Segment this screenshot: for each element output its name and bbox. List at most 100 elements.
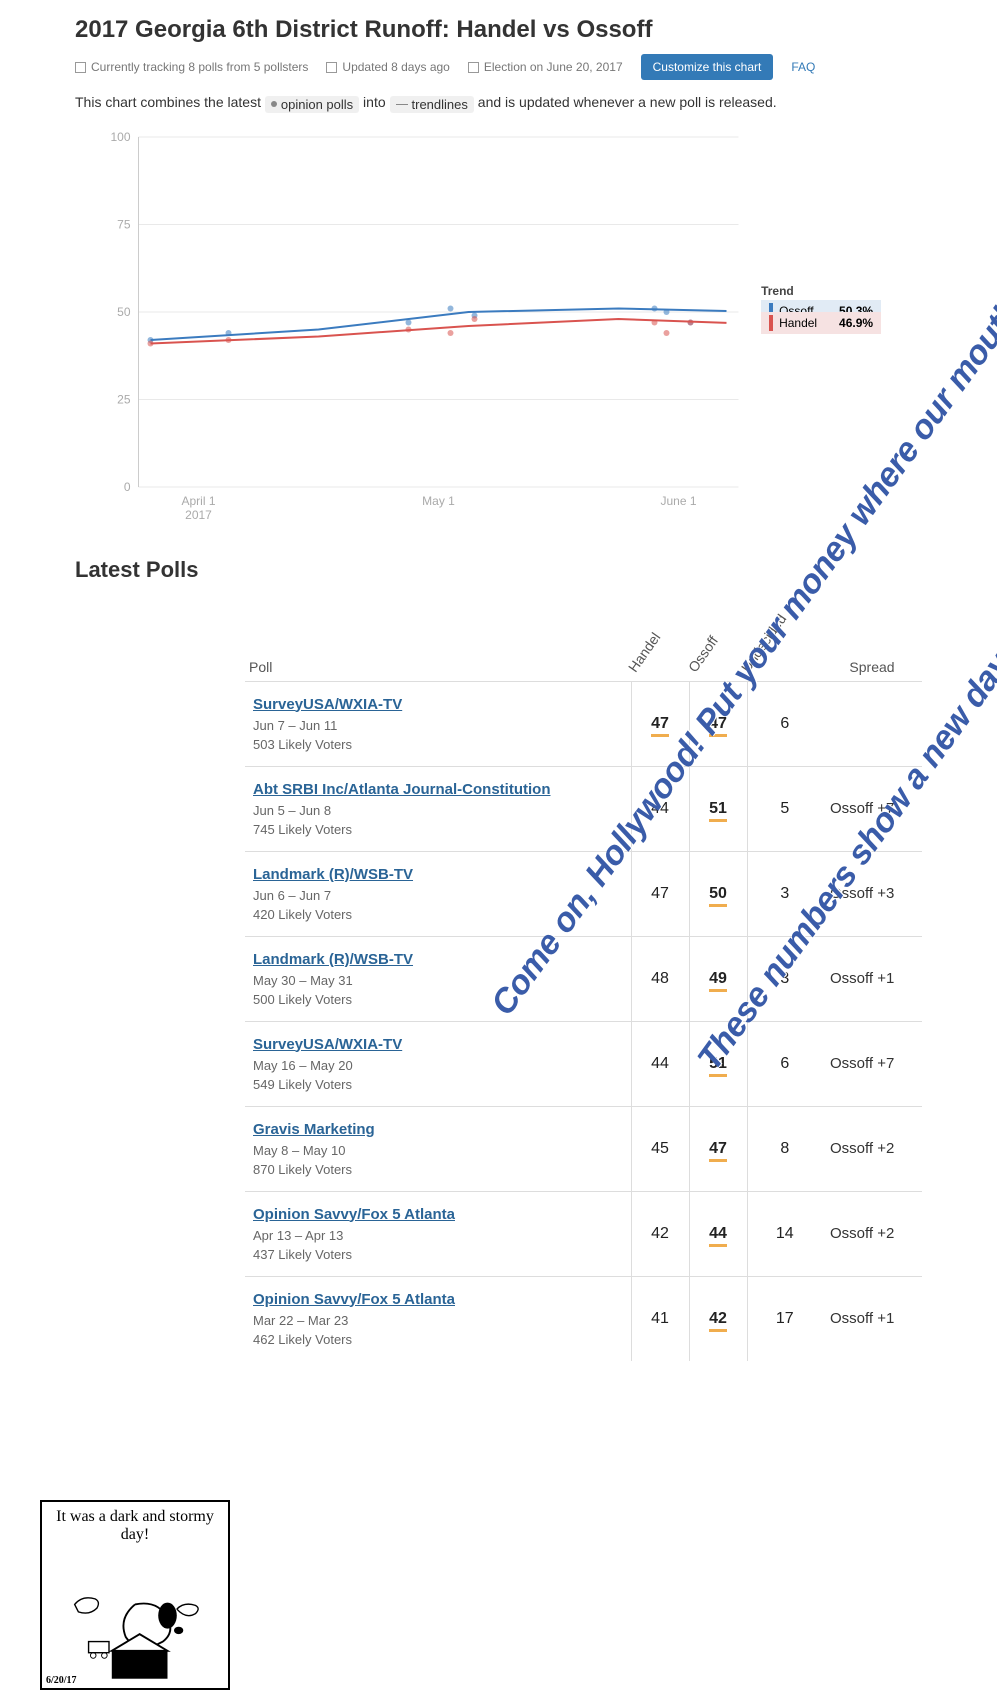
table-row: Landmark (R)/WSB-TV May 30 – May 31 500 … (245, 936, 922, 1021)
trendlines-pill[interactable]: trendlines (390, 96, 474, 113)
undecided-value: 6 (747, 681, 822, 766)
poll-cell: Gravis Marketing May 8 – May 10 870 Like… (245, 1106, 631, 1191)
handel-value: 44 (631, 1021, 689, 1106)
poll-dates: Jun 5 – Jun 8 (253, 803, 623, 818)
legend-handel: Handel46.9% (761, 312, 881, 334)
poll-link[interactable]: SurveyUSA/WXIA-TV (253, 696, 402, 713)
latest-polls-heading: Latest Polls (75, 557, 922, 583)
poll-link[interactable]: Opinion Savvy/Fox 5 Atlanta (253, 1206, 455, 1223)
poll-sample: 503 Likely Voters (253, 737, 623, 752)
poll-link[interactable]: Abt SRBI Inc/Atlanta Journal-Constitutio… (253, 781, 551, 798)
poll-link[interactable]: Landmark (R)/WSB-TV (253, 866, 413, 883)
meta-row: Currently tracking 8 polls from 5 pollst… (75, 54, 922, 80)
poll-link[interactable]: Landmark (R)/WSB-TV (253, 951, 413, 968)
spread-value: Ossoff +3 (822, 851, 922, 936)
undecided-value: 3 (747, 851, 822, 936)
undecided-value: 17 (747, 1276, 822, 1361)
table-row: SurveyUSA/WXIA-TV Jun 7 – Jun 11 503 Lik… (245, 681, 922, 766)
table-row: Abt SRBI Inc/Atlanta Journal-Constitutio… (245, 766, 922, 851)
snoopy-drawing-icon (42, 1558, 228, 1688)
poll-cell: Opinion Savvy/Fox 5 Atlanta Apr 13 – Apr… (245, 1191, 631, 1276)
spread-value: Ossoff +1 (822, 936, 922, 1021)
clock-icon (326, 62, 337, 73)
table-row: Opinion Savvy/Fox 5 Atlanta Apr 13 – Apr… (245, 1191, 922, 1276)
svg-text:0: 0 (124, 480, 131, 494)
page-container: 2017 Georgia 6th District Runoff: Handel… (0, 0, 997, 1381)
ossoff-value: 51 (689, 766, 747, 851)
meta-updated: Updated 8 days ago (326, 60, 449, 74)
poll-sample: 745 Likely Voters (253, 822, 623, 837)
line-icon (396, 101, 408, 107)
poll-cell: Opinion Savvy/Fox 5 Atlanta Mar 22 – Mar… (245, 1276, 631, 1361)
poll-dates: Jun 6 – Jun 7 (253, 888, 623, 903)
svg-text:25: 25 (117, 392, 131, 406)
trend-legend-title: Trend (761, 284, 794, 298)
undecided-value: 3 (747, 936, 822, 1021)
poll-sample: 437 Likely Voters (253, 1247, 623, 1262)
handel-value: 47 (631, 851, 689, 936)
col-handel: Handel (631, 653, 689, 682)
col-spread: Spread (822, 653, 922, 682)
spread-value: Ossoff +7 (822, 1021, 922, 1106)
poll-sample: 500 Likely Voters (253, 992, 623, 1007)
col-undecided: Undecided (747, 653, 822, 682)
poll-cell: Landmark (R)/WSB-TV May 30 – May 31 500 … (245, 936, 631, 1021)
ossoff-value: 47 (689, 1106, 747, 1191)
poll-dates: May 8 – May 10 (253, 1143, 623, 1158)
poll-dates: Mar 22 – Mar 23 (253, 1313, 623, 1328)
page-title: 2017 Georgia 6th District Runoff: Handel… (75, 16, 922, 44)
dot-icon (271, 101, 277, 107)
spread-value: Ossoff +2 (822, 1106, 922, 1191)
handel-value: 45 (631, 1106, 689, 1191)
poll-cell: SurveyUSA/WXIA-TV Jun 7 – Jun 11 503 Lik… (245, 681, 631, 766)
poll-dates: May 30 – May 31 (253, 973, 623, 988)
polls-table: Poll Handel Ossoff Undecided Spread Surv… (245, 653, 922, 1361)
poll-link[interactable]: SurveyUSA/WXIA-TV (253, 1036, 402, 1053)
table-header-row: Poll Handel Ossoff Undecided Spread (245, 653, 922, 682)
meta-election: Election on June 20, 2017 (468, 60, 623, 74)
svg-text:100: 100 (110, 130, 130, 144)
ossoff-value: 51 (689, 1021, 747, 1106)
customize-chart-button[interactable]: Customize this chart (641, 54, 774, 80)
poll-sample: 462 Likely Voters (253, 1332, 623, 1347)
ossoff-value: 49 (689, 936, 747, 1021)
meta-tracking: Currently tracking 8 polls from 5 pollst… (75, 60, 308, 74)
svg-text:2017: 2017 (185, 508, 212, 522)
handel-value: 41 (631, 1276, 689, 1361)
col-poll: Poll (245, 653, 631, 682)
ossoff-value: 50 (689, 851, 747, 936)
svg-text:May 1: May 1 (422, 494, 455, 508)
poll-cell: Landmark (R)/WSB-TV Jun 6 – Jun 7 420 Li… (245, 851, 631, 936)
svg-text:April 1: April 1 (181, 494, 215, 508)
handel-value: 48 (631, 936, 689, 1021)
svg-text:June 1: June 1 (660, 494, 696, 508)
table-row: Landmark (R)/WSB-TV Jun 6 – Jun 7 420 Li… (245, 851, 922, 936)
poll-sample: 549 Likely Voters (253, 1077, 623, 1092)
comic-panel: It was a dark and stormy day! 6/20/17 (40, 1500, 230, 1690)
handel-value: 44 (631, 766, 689, 851)
spread-value: Ossoff +2 (822, 1191, 922, 1276)
calendar-icon (468, 62, 479, 73)
polls-table-wrap: Poll Handel Ossoff Undecided Spread Surv… (245, 653, 922, 1361)
svg-text:75: 75 (117, 217, 131, 231)
poll-link[interactable]: Opinion Savvy/Fox 5 Atlanta (253, 1291, 455, 1308)
undecided-value: 6 (747, 1021, 822, 1106)
opinion-polls-pill[interactable]: opinion polls (265, 96, 359, 113)
table-row: Opinion Savvy/Fox 5 Atlanta Mar 22 – Mar… (245, 1276, 922, 1361)
handel-value: 42 (631, 1191, 689, 1276)
poll-cell: Abt SRBI Inc/Atlanta Journal-Constitutio… (245, 766, 631, 851)
ossoff-value: 44 (689, 1191, 747, 1276)
undecided-value: 8 (747, 1106, 822, 1191)
poll-link[interactable]: Gravis Marketing (253, 1121, 375, 1138)
spread-value: Ossoff +1 (822, 1276, 922, 1361)
ossoff-value: 47 (689, 681, 747, 766)
poll-dates: May 16 – May 20 (253, 1058, 623, 1073)
poll-dates: Apr 13 – Apr 13 (253, 1228, 623, 1243)
comic-date: 6/20/17 (46, 1675, 77, 1686)
faq-link[interactable]: FAQ (791, 60, 815, 74)
table-row: Gravis Marketing May 8 – May 10 870 Like… (245, 1106, 922, 1191)
list-icon (75, 62, 86, 73)
poll-cell: SurveyUSA/WXIA-TV May 16 – May 20 549 Li… (245, 1021, 631, 1106)
comic-caption: It was a dark and stormy day! (42, 1502, 228, 1545)
chart-description: This chart combines the latest opinion p… (75, 94, 922, 113)
